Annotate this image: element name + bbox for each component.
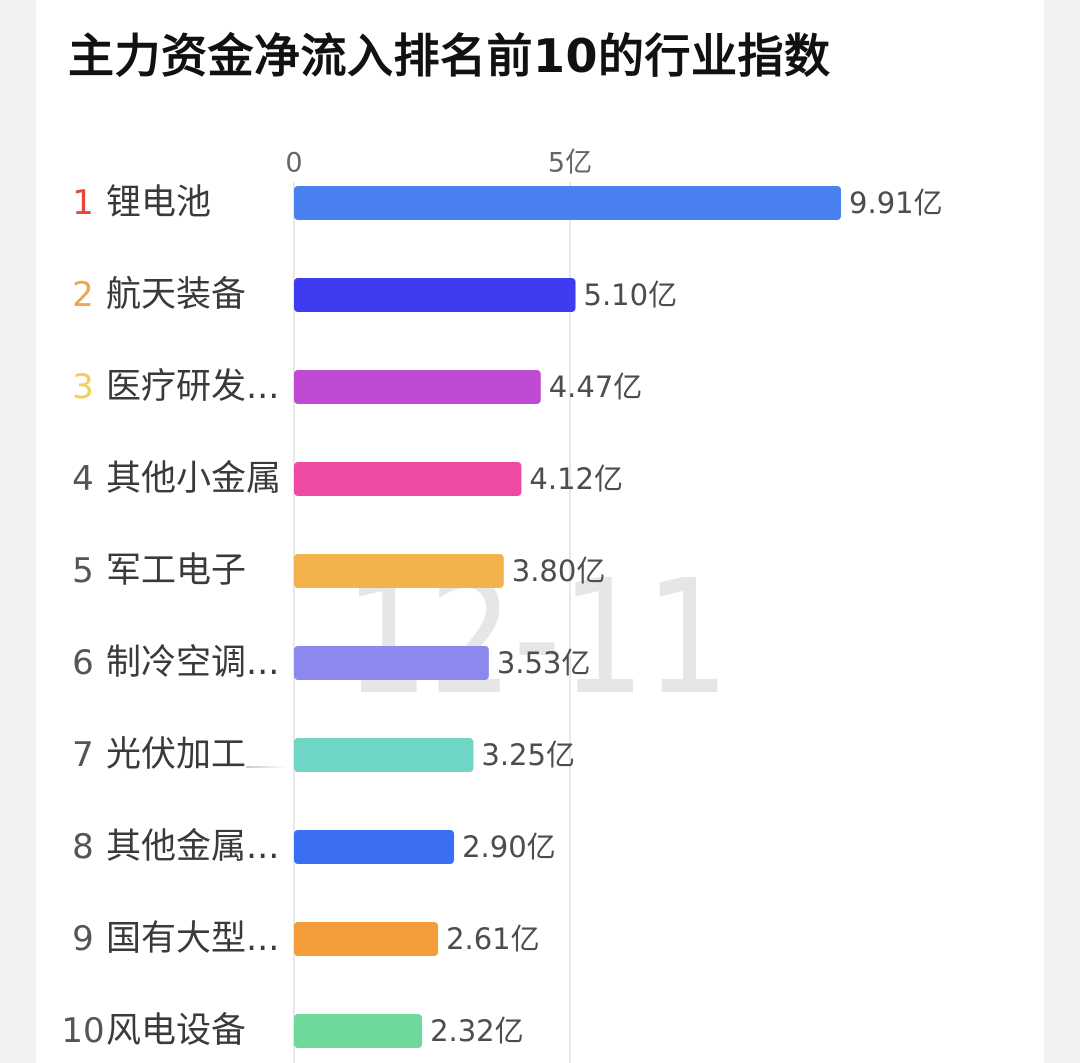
value-labels: 9.91亿 5.10亿 4.47亿 4.12亿 3.80亿 3.53亿 3.25亿 2.90亿… [430, 186, 943, 1048]
category-label-8: 其他金属... [106, 827, 279, 867]
rank-number-8: 8 [72, 827, 94, 867]
category-label-6: 制冷空调... [106, 643, 279, 683]
category-label-5: 军工电子 [106, 551, 246, 591]
value-label-1: 9.91亿 [849, 186, 943, 220]
rank-number-4: 4 [72, 459, 94, 499]
chart-title: 主力资金净流入排名前10的行业指数 [68, 29, 831, 83]
rank-number-5: 5 [72, 551, 94, 591]
bar-4 [294, 462, 522, 496]
category-labels: 1 锂电池 2 航天装备 3 医疗研发... 4 其他小金属 5 军工电子 6 制冷空调... 7 光伏加… [61, 183, 281, 1051]
value-label-2: 5.10亿 [584, 278, 678, 312]
category-label-1: 锂电池 [106, 183, 211, 223]
rank-number-6: 6 [72, 643, 94, 683]
bar-1 [294, 186, 842, 220]
bar-5 [294, 554, 504, 588]
bar-8 [294, 830, 455, 864]
x-tick-label-2: 5亿 [548, 148, 592, 179]
category-label-2: 航天装备 [106, 275, 246, 315]
value-label-8: 2.90亿 [462, 830, 556, 864]
category-label-4: 其他小金属 [106, 459, 281, 499]
category-label-7: 光伏加工 [106, 735, 246, 775]
value-label-4: 4.12亿 [529, 462, 623, 496]
value-label-9: 2.61亿 [446, 922, 540, 956]
bars [294, 186, 842, 1048]
bar-6 [294, 646, 489, 680]
category-label-3: 医疗研发... [106, 367, 279, 407]
value-label-3: 4.47亿 [549, 370, 643, 404]
value-label-7: 3.25亿 [481, 738, 575, 772]
x-tick-label-1: 0 [285, 148, 302, 179]
bar-3 [294, 370, 541, 404]
x-tick-labels: 0 5亿 [285, 148, 592, 179]
bar-7 [294, 738, 474, 772]
category-label-9: 国有大型... [106, 919, 279, 959]
value-label-10: 2.32亿 [430, 1014, 524, 1048]
bar-2 [294, 278, 576, 312]
chart-card [36, 0, 1044, 1063]
rank-number-10: 10 [61, 1011, 104, 1051]
label-fade-line [246, 766, 288, 768]
rank-number-9: 9 [72, 919, 94, 959]
value-label-6: 3.53亿 [497, 646, 591, 680]
rank-number-2: 2 [72, 275, 94, 315]
bar-10 [294, 1014, 423, 1048]
gridlines [293, 182, 571, 1063]
rank-number-7: 7 [72, 735, 94, 775]
rank-number-3: 3 [72, 367, 94, 407]
value-label-5: 3.80亿 [512, 554, 606, 588]
bar-9 [294, 922, 439, 956]
category-label-10: 风电设备 [106, 1011, 246, 1051]
rank-number-1: 1 [72, 183, 94, 223]
